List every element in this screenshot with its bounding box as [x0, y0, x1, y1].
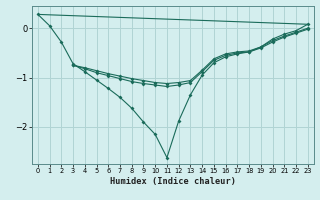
X-axis label: Humidex (Indice chaleur): Humidex (Indice chaleur): [110, 177, 236, 186]
